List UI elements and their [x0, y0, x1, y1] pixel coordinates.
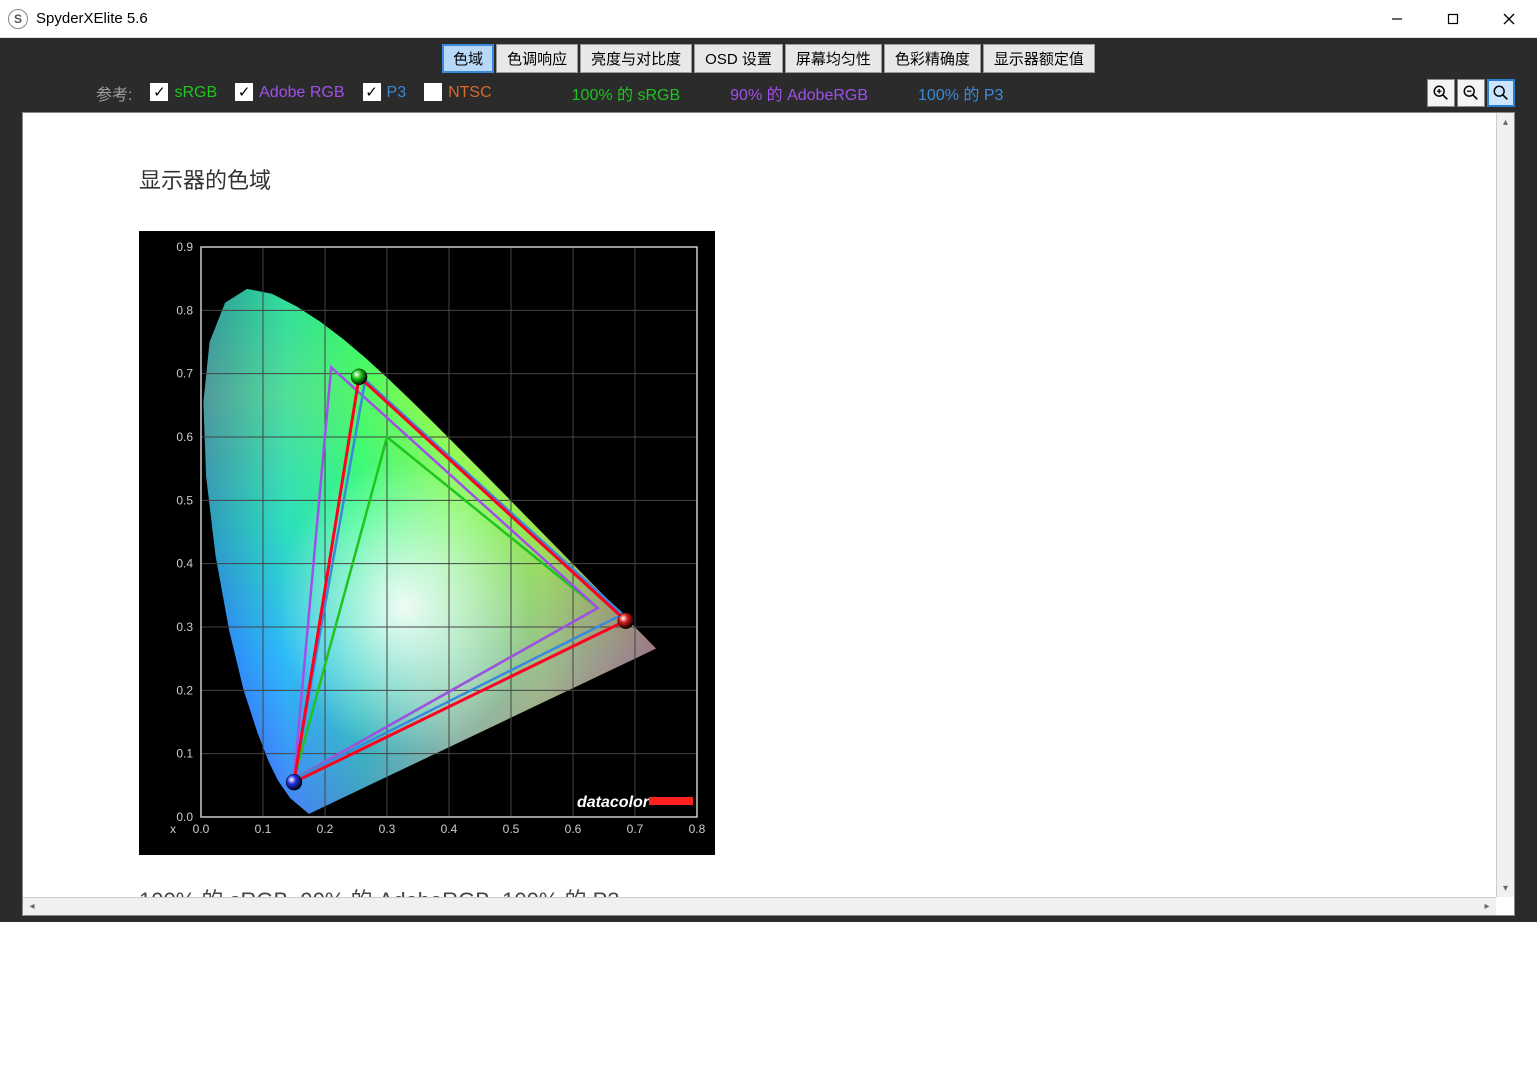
svg-text:0.4: 0.4 — [441, 822, 458, 836]
tab-3[interactable]: OSD 设置 — [694, 44, 783, 73]
svg-text:0.0: 0.0 — [193, 822, 210, 836]
svg-text:x: x — [170, 822, 176, 836]
checkbox-adobe-rgb[interactable]: ✓ — [235, 83, 253, 101]
svg-text:0.3: 0.3 — [176, 620, 193, 634]
content-area: 显示器的色域 0.0 0.1 0.2 0.3 0.4 0.5 0.6 0.7 0.8 0.0 0.1… — [0, 112, 1537, 922]
app-icon: S — [8, 9, 28, 29]
svg-text:datacolor: datacolor — [577, 794, 650, 811]
svg-text:0.8: 0.8 — [176, 304, 193, 318]
svg-text:0.7: 0.7 — [627, 822, 644, 836]
gamut-label-srgb: sRGB — [174, 84, 217, 101]
svg-text:0.5: 0.5 — [503, 822, 520, 836]
coverage-1: 90% 的 AdobeRGB — [730, 81, 868, 105]
content-panel: 显示器的色域 0.0 0.1 0.2 0.3 0.4 0.5 0.6 0.7 0.8 0.0 0.1… — [22, 112, 1515, 916]
scroll-down-icon[interactable]: ▾ — [1497, 879, 1514, 897]
svg-text:0.7: 0.7 — [176, 367, 193, 381]
titlebar: S SpyderXElite 5.6 — [0, 0, 1537, 38]
gamut-label-ntsc: NTSC — [448, 84, 492, 101]
svg-text:0.8: 0.8 — [689, 822, 706, 836]
tab-1[interactable]: 色调响应 — [496, 44, 578, 73]
gamut-label-adobe-rgb: Adobe RGB — [259, 84, 344, 101]
tab-0[interactable]: 色域 — [442, 44, 494, 73]
svg-text:0.0: 0.0 — [176, 810, 193, 824]
tab-4[interactable]: 屏幕均匀性 — [785, 44, 882, 73]
reference-bar: 参考: ✓ sRGB ✓ Adobe RGB ✓ P3 ✓ NTSC 100% 的 sRGB 9… — [0, 73, 1537, 112]
zoom-fit-button[interactable] — [1487, 79, 1515, 107]
gamut-label-p3: P3 — [387, 84, 407, 101]
coverage-2: 100% 的 P3 — [918, 81, 1003, 105]
section-title: 显示器的色域 — [139, 163, 1514, 195]
scroll-up-icon[interactable]: ▴ — [1497, 113, 1514, 131]
close-button[interactable] — [1481, 0, 1537, 38]
scroll-left-icon[interactable]: ◂ — [23, 898, 41, 915]
svg-text:0.3: 0.3 — [379, 822, 396, 836]
svg-text:0.2: 0.2 — [317, 822, 334, 836]
gamut-chart: 0.0 0.1 0.2 0.3 0.4 0.5 0.6 0.7 0.8 0.0 0.1 0.2 0.3 0… — [139, 231, 715, 855]
svg-text:0.2: 0.2 — [176, 684, 193, 698]
window-title: SpyderXElite 5.6 — [36, 10, 148, 27]
scroll-right-icon[interactable]: ▸ — [1478, 898, 1496, 915]
svg-text:0.1: 0.1 — [255, 822, 272, 836]
app-window: S SpyderXElite 5.6 色域色调响应亮度与对比度OSD 设置屏幕均… — [0, 0, 1537, 1072]
svg-text:0.6: 0.6 — [565, 822, 582, 836]
minimize-button[interactable] — [1369, 0, 1425, 38]
horizontal-scrollbar[interactable]: ◂ ▸ — [23, 897, 1496, 915]
svg-text:0.5: 0.5 — [176, 494, 193, 508]
tab-6[interactable]: 显示器额定值 — [983, 44, 1095, 73]
coverage-0: 100% 的 sRGB — [572, 81, 681, 105]
zoom-controls — [1427, 79, 1515, 107]
svg-text:0.6: 0.6 — [176, 430, 193, 444]
svg-text:0.1: 0.1 — [176, 747, 193, 761]
reference-label: 参考: — [96, 81, 132, 105]
checkbox-p3[interactable]: ✓ — [363, 83, 381, 101]
checkbox-srgb[interactable]: ✓ — [150, 83, 168, 101]
svg-text:0.4: 0.4 — [176, 557, 193, 571]
tab-bar: 色域色调响应亮度与对比度OSD 设置屏幕均匀性色彩精确度显示器额定值 — [0, 38, 1537, 73]
zoom-in-button[interactable] — [1427, 79, 1455, 107]
tab-5[interactable]: 色彩精确度 — [884, 44, 981, 73]
zoom-out-button[interactable] — [1457, 79, 1485, 107]
checkbox-ntsc[interactable]: ✓ — [424, 83, 442, 101]
bottom-panel — [0, 922, 1537, 1072]
vertical-scrollbar[interactable]: ▴ ▾ — [1496, 113, 1514, 897]
tab-2[interactable]: 亮度与对比度 — [580, 44, 692, 73]
maximize-button[interactable] — [1425, 0, 1481, 38]
svg-text:0.9: 0.9 — [176, 240, 193, 254]
